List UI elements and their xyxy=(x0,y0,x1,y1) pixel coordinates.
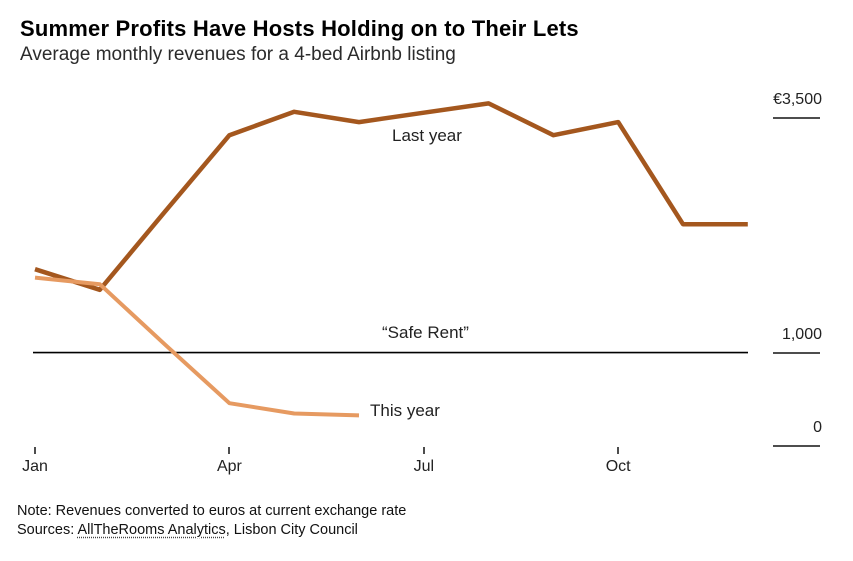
x-tick-mark-apr xyxy=(228,447,231,454)
y-tick-label-3500: €3,500 xyxy=(773,91,822,109)
x-tick-label-jul: Jul xyxy=(413,458,435,475)
x-tick-mark-oct xyxy=(617,447,620,454)
chart-title: Summer Profits Have Hosts Holding on to … xyxy=(20,16,579,41)
last-year-line xyxy=(34,101,748,293)
x-tick-mark-jan xyxy=(34,447,36,454)
chart-subtitle: Average monthly revenues for a 4-bed Air… xyxy=(20,44,456,65)
this-year-series-label: This year xyxy=(370,401,440,420)
y-tick-mark-0 xyxy=(773,445,820,448)
this-year-line xyxy=(34,275,360,418)
last-year-series-label: Last year xyxy=(392,126,462,145)
sources-prefix: Sources: xyxy=(17,522,78,538)
sources-text: Sources: AllTheRooms Analytics, Lisbon C… xyxy=(17,522,358,538)
note-text: Note: Revenues converted to euros at cur… xyxy=(17,503,407,519)
y-tick-mark-3500 xyxy=(773,117,820,120)
source-link[interactable]: AllTheRooms Analytics xyxy=(77,522,226,538)
x-tick-label-oct: Oct xyxy=(605,458,631,475)
x-tick-mark-jul xyxy=(422,447,425,454)
y-tick-label-0: 0 xyxy=(813,419,822,437)
x-tick-label-apr: Apr xyxy=(216,458,242,475)
y-tick-mark-1000 xyxy=(773,351,820,354)
y-tick-label-1000: 1,000 xyxy=(781,325,822,343)
safe-rent-annotation-label: “Safe Rent” xyxy=(382,323,469,342)
sources-rest: , Lisbon City Council xyxy=(225,522,358,538)
x-tick-label-jan: Jan xyxy=(22,458,48,475)
